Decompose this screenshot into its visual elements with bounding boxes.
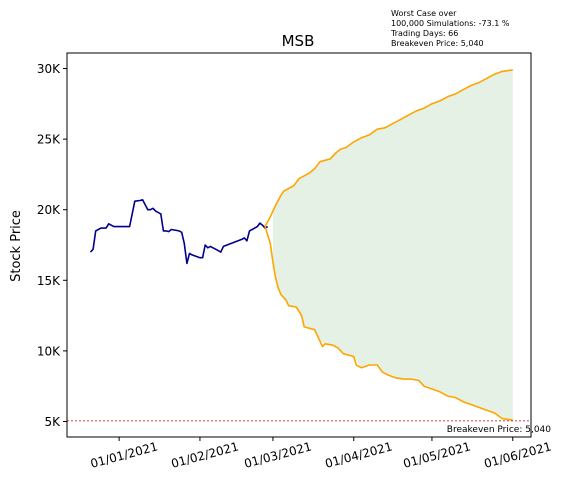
historical-price-line bbox=[89, 199, 269, 265]
info-line-breakeven: Breakeven Price: 5,040 bbox=[391, 39, 484, 48]
simulation-upper-bound-line bbox=[264, 69, 513, 227]
breakeven-label: Breakeven Price: 5,040 bbox=[447, 425, 551, 435]
y-tick-label: 10K bbox=[37, 344, 61, 358]
x-tick-label: 01/02/2021 bbox=[170, 439, 240, 470]
x-tick-label: 01/06/2021 bbox=[482, 439, 552, 470]
simulation-info-box: Worst Case over 100,000 Simulations: -73… bbox=[391, 9, 510, 49]
info-line-trading-days: Trading Days: 66 bbox=[391, 29, 459, 38]
y-tick-label: 25K bbox=[37, 133, 61, 147]
y-tick-label: 15K bbox=[37, 274, 61, 288]
plot-frame bbox=[66, 52, 532, 438]
x-tick-label: 01/03/2021 bbox=[243, 439, 313, 470]
simulation-lower-bound-line bbox=[264, 226, 513, 421]
simulation-band-layer bbox=[272, 69, 513, 421]
chart-title: MSB bbox=[282, 32, 315, 50]
series-lines-layer bbox=[89, 69, 513, 421]
x-tick-label: 01/01/2021 bbox=[89, 439, 159, 470]
y-tick-label: 5K bbox=[44, 415, 61, 429]
x-tick-label: 01/05/2021 bbox=[402, 439, 472, 470]
y-axis-label: Stock Price bbox=[9, 210, 24, 282]
info-line-worst-case: Worst Case over bbox=[391, 9, 457, 18]
y-tick-label: 30K bbox=[37, 62, 61, 76]
x-tick-label: 01/04/2021 bbox=[323, 439, 393, 470]
info-line-simulations: 100,000 Simulations: -73.1 % bbox=[391, 19, 510, 28]
y-tick-label: 20K bbox=[37, 203, 61, 217]
simulation-band bbox=[272, 69, 513, 421]
